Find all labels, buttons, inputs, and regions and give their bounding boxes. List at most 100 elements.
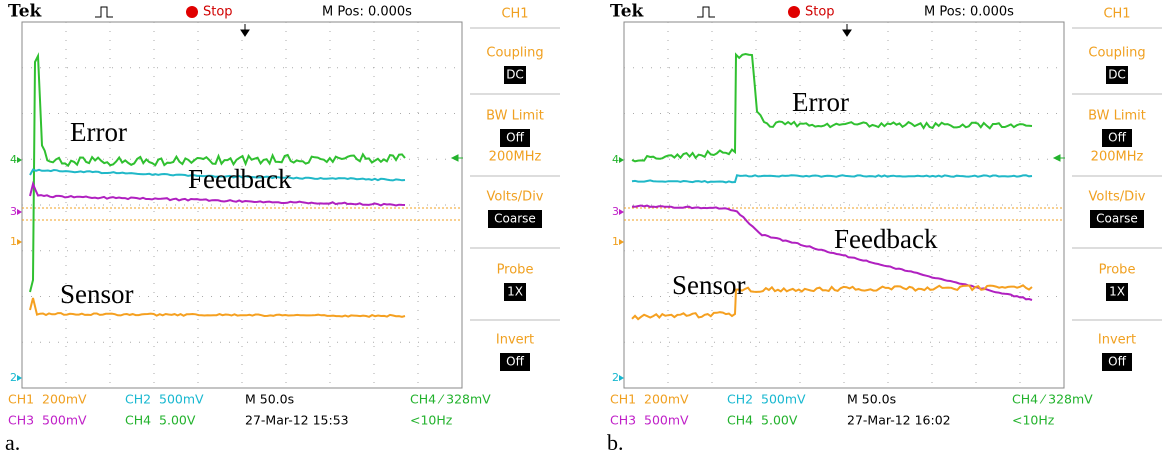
brand: Tek xyxy=(8,2,43,22)
channel-marker: 1 xyxy=(10,235,17,248)
footer-readout: CH4 ⁄ 328mV xyxy=(1012,392,1093,407)
m-pos: M Pos: 0.000s xyxy=(924,5,1014,20)
menu-label: BW Limit xyxy=(486,109,544,124)
waveform xyxy=(631,52,1033,163)
footer-readout: M 50.0s xyxy=(847,392,896,407)
menu-value: 1X xyxy=(1109,285,1125,299)
menu-extra: 200MHz xyxy=(489,150,542,165)
channel-marker: 4 xyxy=(612,153,619,166)
menu-value: Off xyxy=(506,355,524,369)
footer-readout: CH1 200mV xyxy=(610,392,689,407)
scope-panel: Tek Stop M Pos: 0.000s Error Feedback Sensor 4… xyxy=(607,2,1162,455)
ch4-level-arrow xyxy=(450,154,463,162)
menu-value: Coarse xyxy=(494,212,536,226)
trace-label: Error xyxy=(70,117,127,147)
caption: b. xyxy=(607,430,624,455)
waveform xyxy=(29,180,406,207)
channel-marker: 1 xyxy=(612,235,619,248)
menu-value-box xyxy=(488,210,542,228)
menu-value: Off xyxy=(1108,355,1126,369)
waveform xyxy=(631,204,1033,301)
channel-marker: 2 xyxy=(612,371,619,384)
menu-title: CH1 xyxy=(1103,7,1130,22)
menu-value: 1X xyxy=(507,285,523,299)
waveform xyxy=(631,174,1033,184)
trace-label: Sensor xyxy=(60,279,134,309)
menu-label: Invert xyxy=(496,333,534,348)
footer-readout: 27-Mar-12 15:53 xyxy=(245,413,349,428)
menu-value: Coarse xyxy=(1096,212,1138,226)
status: Stop xyxy=(203,5,233,20)
menu-value: DC xyxy=(506,68,524,82)
menu-value-box xyxy=(504,283,526,301)
scope-panel: Tek Stop M Pos: 0.000s Error Feedback Sensor 4… xyxy=(5,2,560,455)
menu-value-box xyxy=(1090,210,1144,228)
waveform xyxy=(29,168,406,182)
footer-readout: CH3 500mV xyxy=(8,413,87,428)
menu-value-box xyxy=(504,66,526,84)
footer-readout: CH4 5.00V xyxy=(125,413,196,428)
menu-title: CH1 xyxy=(501,7,528,22)
ch4-level-arrow xyxy=(1052,154,1065,162)
stop-dot xyxy=(186,6,198,18)
menu-value: Off xyxy=(506,131,524,145)
waveform xyxy=(29,52,406,293)
menu-label: Volts/Div xyxy=(486,190,543,205)
channel-marker: 3 xyxy=(612,205,619,218)
marker-arrow xyxy=(17,209,22,215)
trace-label: Feedback xyxy=(188,164,292,194)
menu-label: Volts/Div xyxy=(1088,190,1145,205)
stop-dot xyxy=(788,6,800,18)
menu-label: Coupling xyxy=(486,46,543,61)
footer-readout: M 50.0s xyxy=(245,392,294,407)
marker-arrow xyxy=(619,209,624,215)
marker-arrow xyxy=(619,375,624,381)
brand: Tek xyxy=(610,2,645,22)
trace-label: Error xyxy=(792,87,849,117)
marker-arrow xyxy=(17,375,22,381)
footer-readout: <10Hz xyxy=(1012,413,1055,428)
menu-label: Invert xyxy=(1098,333,1136,348)
menu-value-box xyxy=(1102,129,1132,147)
footer-readout: CH2 500mV xyxy=(125,392,204,407)
m-pos: M Pos: 0.000s xyxy=(322,5,412,20)
menu-value-box xyxy=(500,353,530,371)
menu-label: Probe xyxy=(497,263,534,278)
marker-arrow xyxy=(17,157,22,163)
menu-extra: 200MHz xyxy=(1091,150,1144,165)
screen xyxy=(623,21,1065,389)
menu-label: Coupling xyxy=(1088,46,1145,61)
channel-marker: 3 xyxy=(10,205,17,218)
menu-value-box xyxy=(500,129,530,147)
trigger-arrow xyxy=(842,24,852,37)
trace-label: Feedback xyxy=(834,224,938,254)
footer-readout: CH4 5.00V xyxy=(727,413,798,428)
channel-marker: 4 xyxy=(10,153,17,166)
marker-arrow xyxy=(17,239,22,245)
status: Stop xyxy=(805,5,835,20)
footer-readout: CH3 500mV xyxy=(610,413,689,428)
menu-value: Off xyxy=(1108,131,1126,145)
waveform xyxy=(29,297,406,318)
footer-readout: CH1 200mV xyxy=(8,392,87,407)
menu-value-box xyxy=(1102,353,1132,371)
channel-marker: 2 xyxy=(10,371,17,384)
footer-readout: CH4 ⁄ 328mV xyxy=(410,392,491,407)
menu-value-box xyxy=(1106,283,1128,301)
trace-label: Sensor xyxy=(672,270,746,300)
marker-arrow xyxy=(619,239,624,245)
pulse-icon xyxy=(697,6,715,18)
trigger-arrow xyxy=(240,24,250,37)
footer-readout: <10Hz xyxy=(410,413,453,428)
menu-label: BW Limit xyxy=(1088,109,1146,124)
menu-value: DC xyxy=(1108,68,1126,82)
marker-arrow xyxy=(619,157,624,163)
pulse-icon xyxy=(95,6,113,18)
menu-label: Probe xyxy=(1099,263,1136,278)
waveform xyxy=(631,284,1033,321)
footer-readout: 27-Mar-12 16:02 xyxy=(847,413,951,428)
menu-value-box xyxy=(1106,66,1128,84)
footer-readout: CH2 500mV xyxy=(727,392,806,407)
caption: a. xyxy=(5,430,20,455)
